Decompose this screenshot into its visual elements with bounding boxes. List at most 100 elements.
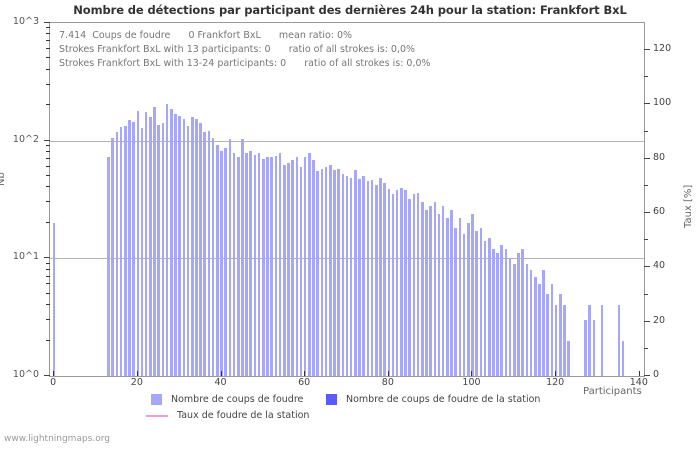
y-axis-left-minor-tick <box>46 145 50 147</box>
x-axis-title: Participants <box>583 386 642 397</box>
y-axis-right-minor-tick <box>644 76 648 78</box>
bar <box>600 305 604 376</box>
bar <box>379 178 382 376</box>
annotation-line-1: 7.414 Coups de foudre 0 Frankfort BxL me… <box>59 30 353 41</box>
x-axis-label: 40 <box>214 377 227 388</box>
bar <box>567 340 570 376</box>
legend-item-coups-de-foudre-station[interactable]: Nombre de coups de foudre de la station <box>326 394 540 405</box>
bar <box>420 202 424 376</box>
bar <box>324 166 328 376</box>
y-axis-right-tick <box>644 212 650 214</box>
y-axis-right-label: 100 <box>653 97 672 109</box>
bar <box>412 194 416 376</box>
bar <box>387 188 391 376</box>
bar <box>500 244 504 376</box>
y-axis-left-tick <box>44 257 50 259</box>
annotation-line-2: Strokes Frankfort BxL with 13 participan… <box>59 44 416 55</box>
x-axis-label: 120 <box>546 377 565 388</box>
y-axis-right-tick <box>644 320 650 322</box>
y-axis-right-label: 0 <box>653 369 660 380</box>
bar <box>588 305 591 376</box>
bar <box>354 170 357 376</box>
chart-title: Nombre de détections par participant des… <box>73 3 627 17</box>
plot-inner <box>50 23 644 376</box>
x-axis-tick <box>638 371 640 376</box>
bar <box>211 138 215 376</box>
legend-swatch-icon <box>151 394 162 405</box>
x-axis-label: 100 <box>462 377 481 388</box>
bar <box>592 319 596 376</box>
y-axis-left-minor-tick <box>46 268 50 270</box>
legend-item-taux-de-foudre-station[interactable]: Taux de foudre de la station <box>146 410 310 421</box>
y-axis-right-tick <box>644 157 650 159</box>
bar <box>299 166 303 376</box>
x-axis-tick <box>53 371 55 376</box>
y-axis-left-minor-tick <box>46 262 50 264</box>
legend-line-icon <box>146 414 168 417</box>
legend-swatch-icon <box>326 394 337 405</box>
bar <box>190 116 194 376</box>
bar <box>232 153 236 376</box>
bar <box>517 253 520 376</box>
bar <box>303 157 307 376</box>
y-axis-left-label: 10^1 <box>12 251 39 263</box>
bar <box>115 132 119 376</box>
bar <box>161 123 165 376</box>
bar <box>483 241 487 376</box>
x-axis-tick <box>471 371 473 376</box>
bar <box>504 249 508 376</box>
y-axis-left-tick <box>44 375 50 376</box>
y-axis-left-minor-tick <box>46 83 50 85</box>
y-axis-right-tick <box>644 266 650 268</box>
bar <box>153 107 156 376</box>
bar <box>278 152 282 376</box>
bar <box>241 138 244 376</box>
bar <box>216 144 219 376</box>
x-axis-tick <box>136 371 138 376</box>
y-axis-right-minor-tick <box>644 239 648 241</box>
bar <box>408 198 412 376</box>
y-axis-right-tick <box>644 375 650 376</box>
y-axis-left-minor-tick <box>46 186 50 188</box>
y-axis-right-label: 80 <box>653 151 666 163</box>
y-axis-left-minor-tick <box>46 68 50 70</box>
bar-series-coups-de-foudre <box>50 23 644 376</box>
y-axis-right-label: 120 <box>653 43 672 55</box>
bar <box>496 253 499 376</box>
bar <box>521 249 524 376</box>
bar <box>450 209 453 376</box>
bar <box>617 305 621 376</box>
bar <box>224 148 227 376</box>
bar <box>295 157 299 376</box>
y-axis-right-tick <box>644 103 650 105</box>
bar <box>165 103 169 376</box>
x-axis-tick <box>555 371 557 376</box>
bar <box>550 284 554 376</box>
bar <box>508 258 512 376</box>
bar <box>554 305 558 376</box>
legend-label: Nombre de coups de foudre <box>171 394 304 405</box>
bar <box>400 187 403 376</box>
bar <box>391 194 395 376</box>
y-axis-left-minor-tick <box>46 27 50 29</box>
y-axis-right-minor-tick <box>644 184 648 186</box>
legend-item-coups-de-foudre[interactable]: Nombre de coups de foudre <box>151 394 303 405</box>
bar <box>462 234 466 376</box>
bar <box>282 165 286 376</box>
bar <box>429 205 432 376</box>
y-axis-left-minor-tick <box>46 57 50 59</box>
bar <box>266 156 269 376</box>
bar <box>533 276 537 376</box>
x-axis-label: 0 <box>50 377 57 388</box>
bar <box>249 151 253 376</box>
y-axis-left-minor-tick <box>46 275 50 277</box>
legend-label: Taux de foudre de la station <box>177 410 310 421</box>
bar <box>140 128 144 376</box>
bar <box>542 269 545 376</box>
y-axis-left-tick <box>44 139 50 141</box>
bar <box>425 209 428 376</box>
bar <box>341 174 345 376</box>
bar <box>546 293 550 376</box>
bar <box>270 156 273 376</box>
